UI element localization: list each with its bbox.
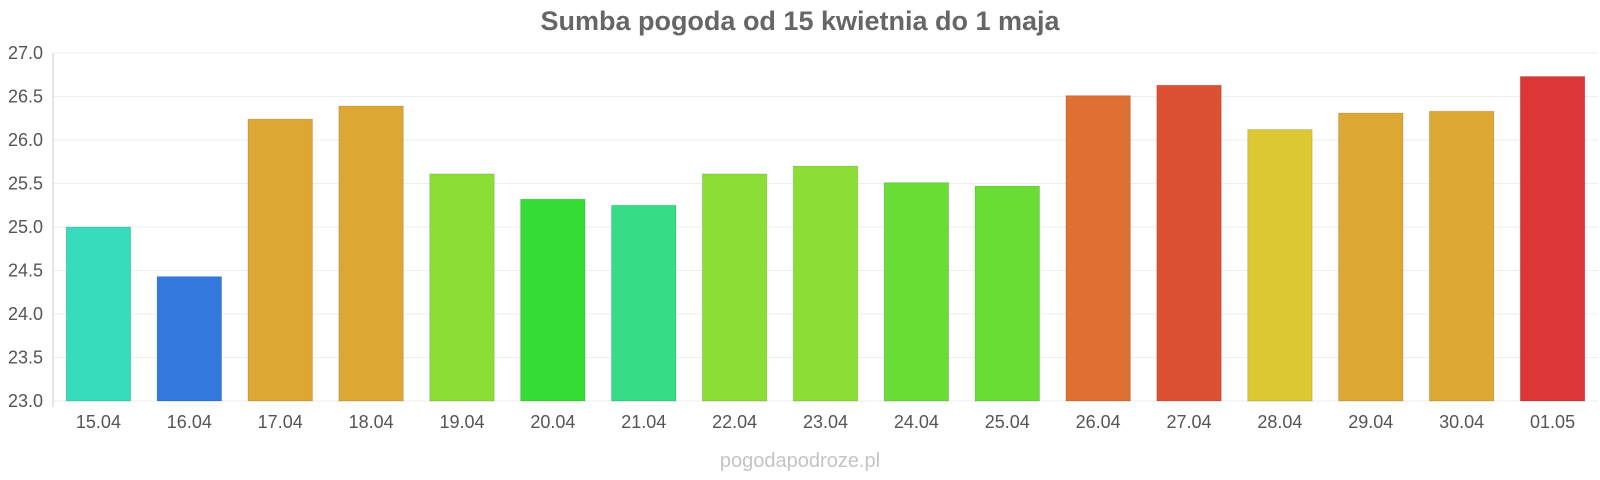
y-tick-label: 26.0: [8, 130, 43, 150]
bar: [1338, 112, 1404, 402]
bar: [247, 118, 313, 402]
bar: [156, 276, 223, 402]
bar: [974, 185, 1041, 402]
y-tick-label: 23.5: [8, 348, 43, 368]
y-tick-label: 27.0: [8, 43, 43, 63]
y-tick-label: 24.0: [8, 304, 43, 324]
y-tick-label: 25.0: [8, 217, 43, 237]
bar: [1428, 110, 1495, 402]
x-tick-label: 16.04: [167, 412, 212, 432]
bars: [65, 75, 1586, 402]
bar-chart-canvas: 23.0 23.5 24.0 24.5 25.0 25.5 26.0 26.5 27.0 15.0…: [8, 43, 1598, 432]
x-tick-label: 01.05: [1530, 412, 1575, 432]
bar: [338, 105, 404, 402]
watermark: pogodapodroze.pl: [719, 450, 881, 472]
chart-title: Sumba pogoda od 15 kwietnia do 1 maja: [540, 6, 1060, 36]
x-tick-label: 25.04: [985, 412, 1030, 432]
y-tick-label: 26.5: [8, 87, 43, 107]
x-tick-label: 15.04: [76, 412, 121, 432]
y-tick-label: 24.5: [8, 261, 43, 281]
bar: [1247, 129, 1313, 402]
x-tick-label: 30.04: [1439, 412, 1484, 432]
bar: [65, 226, 132, 402]
y-tick-label: 23.0: [8, 391, 43, 411]
x-tick-label: 27.04: [1167, 412, 1212, 432]
x-tick-label: 22.04: [712, 412, 757, 432]
bar: [610, 204, 677, 402]
bar: [883, 182, 950, 402]
x-tick-label: 29.04: [1348, 412, 1393, 432]
bar: [1065, 95, 1131, 402]
bar: [520, 198, 586, 402]
x-tick-label: 28.04: [1257, 412, 1302, 432]
x-tick-label: 24.04: [894, 412, 939, 432]
bar: [1156, 84, 1222, 402]
x-tick-label: 23.04: [803, 412, 848, 432]
x-tick-label: 17.04: [258, 412, 303, 432]
bar: [1519, 75, 1586, 402]
x-tick-label: 19.04: [439, 412, 484, 432]
bar: [792, 165, 859, 402]
x-tick-label: 20.04: [530, 412, 575, 432]
x-tick-label: 21.04: [621, 412, 666, 432]
x-tick-label: 18.04: [349, 412, 394, 432]
bar: [701, 173, 768, 402]
axes: 23.0 23.5 24.0 24.5 25.0 25.5 26.0 26.5 27.0 15.0…: [8, 43, 1575, 432]
x-tick-label: 26.04: [1076, 412, 1121, 432]
y-tick-label: 25.5: [8, 174, 43, 194]
bar: [429, 173, 495, 402]
